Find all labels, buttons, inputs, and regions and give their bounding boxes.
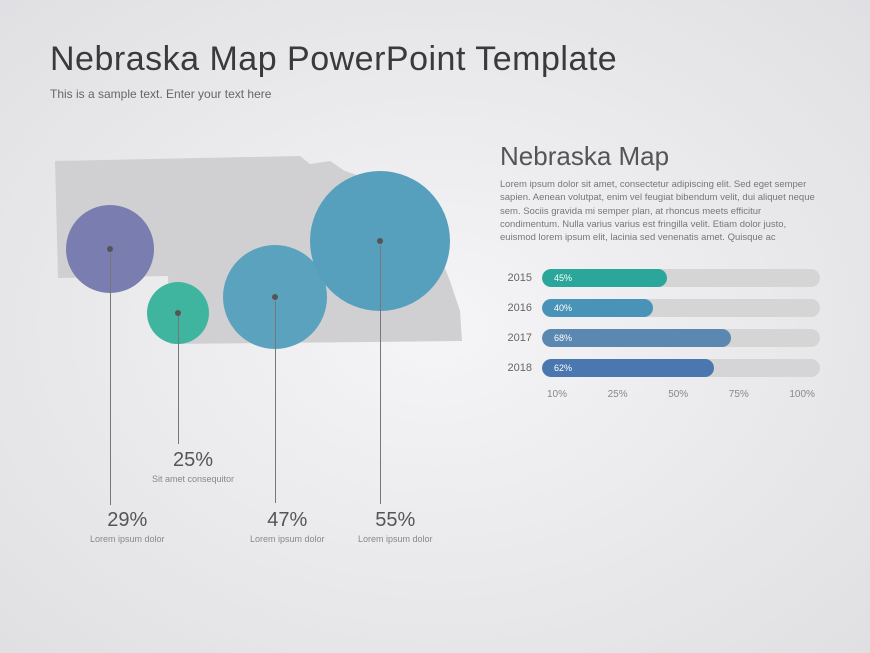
leader-line [275, 301, 276, 503]
bubble-caption: Sit amet consequitor [152, 474, 234, 484]
bar-row: 201862% [500, 359, 820, 377]
panel-title: Nebraska Map [500, 141, 820, 172]
axis-tick: 10% [547, 389, 567, 400]
axis-tick: 75% [729, 389, 749, 400]
bar-fill: 45% [542, 269, 667, 287]
bar-track: 45% [542, 269, 820, 287]
axis-tick: 100% [789, 389, 815, 400]
bubble-dot-icon [107, 246, 113, 252]
bubble-pct: 55% [358, 509, 433, 532]
bar-fill: 62% [542, 359, 714, 377]
leader-line [110, 253, 111, 505]
bubble-pct: 25% [152, 449, 234, 472]
main-title: Nebraska Map PowerPoint Template [50, 40, 820, 79]
bar-year: 2015 [500, 272, 542, 284]
leader-line [178, 316, 179, 444]
bubble-pct: 29% [90, 509, 165, 532]
bar-chart: 201545% 201640% 201768% 201862% 10% 25% 50% 75… [500, 269, 820, 400]
bubble-caption: Lorem ipsum dolor [250, 534, 325, 544]
bar-year: 2017 [500, 332, 542, 344]
slide: Nebraska Map PowerPoint Template This is… [0, 0, 870, 653]
content-area: 29% Lorem ipsum dolor 25% Sit amet consequi… [50, 141, 820, 621]
bar-track: 68% [542, 329, 820, 347]
bar-row: 201545% [500, 269, 820, 287]
panel-body: Lorem ipsum dolor sit amet, consectetur … [500, 178, 820, 244]
bubble-label-0: 29% Lorem ipsum dolor [90, 509, 165, 544]
bubble-label-1: 25% Sit amet consequitor [152, 449, 234, 484]
bubble-caption: Lorem ipsum dolor [90, 534, 165, 544]
bar-row: 201640% [500, 299, 820, 317]
bar-row: 201768% [500, 329, 820, 347]
bar-track: 40% [542, 299, 820, 317]
bubble-pct: 47% [250, 509, 325, 532]
axis-tick: 25% [608, 389, 628, 400]
bar-fill: 40% [542, 299, 653, 317]
bubble-dot-icon [272, 294, 278, 300]
axis-tick: 50% [668, 389, 688, 400]
bubble-dot-icon [377, 238, 383, 244]
leader-line [380, 246, 381, 504]
bubble-label-2: 47% Lorem ipsum dolor [250, 509, 325, 544]
subtitle: This is a sample text. Enter your text h… [50, 87, 820, 101]
bubble-caption: Lorem ipsum dolor [358, 534, 433, 544]
right-panel: Nebraska Map Lorem ipsum dolor sit amet,… [500, 141, 820, 400]
bar-year: 2018 [500, 362, 542, 374]
bubble-label-3: 55% Lorem ipsum dolor [358, 509, 433, 544]
bar-track: 62% [542, 359, 820, 377]
bar-axis: 10% 25% 50% 75% 100% [542, 389, 820, 400]
bar-fill: 68% [542, 329, 731, 347]
bar-year: 2016 [500, 302, 542, 314]
map-area: 29% Lorem ipsum dolor 25% Sit amet consequi… [50, 141, 490, 591]
